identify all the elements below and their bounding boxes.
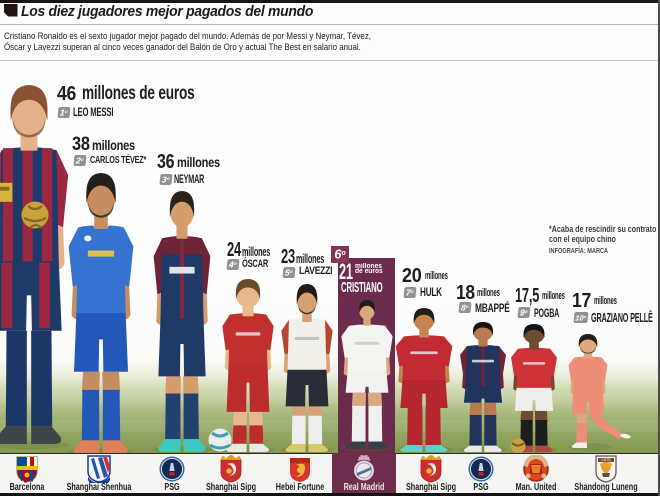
svg-text:LNTS: LNTS [601, 458, 611, 462]
